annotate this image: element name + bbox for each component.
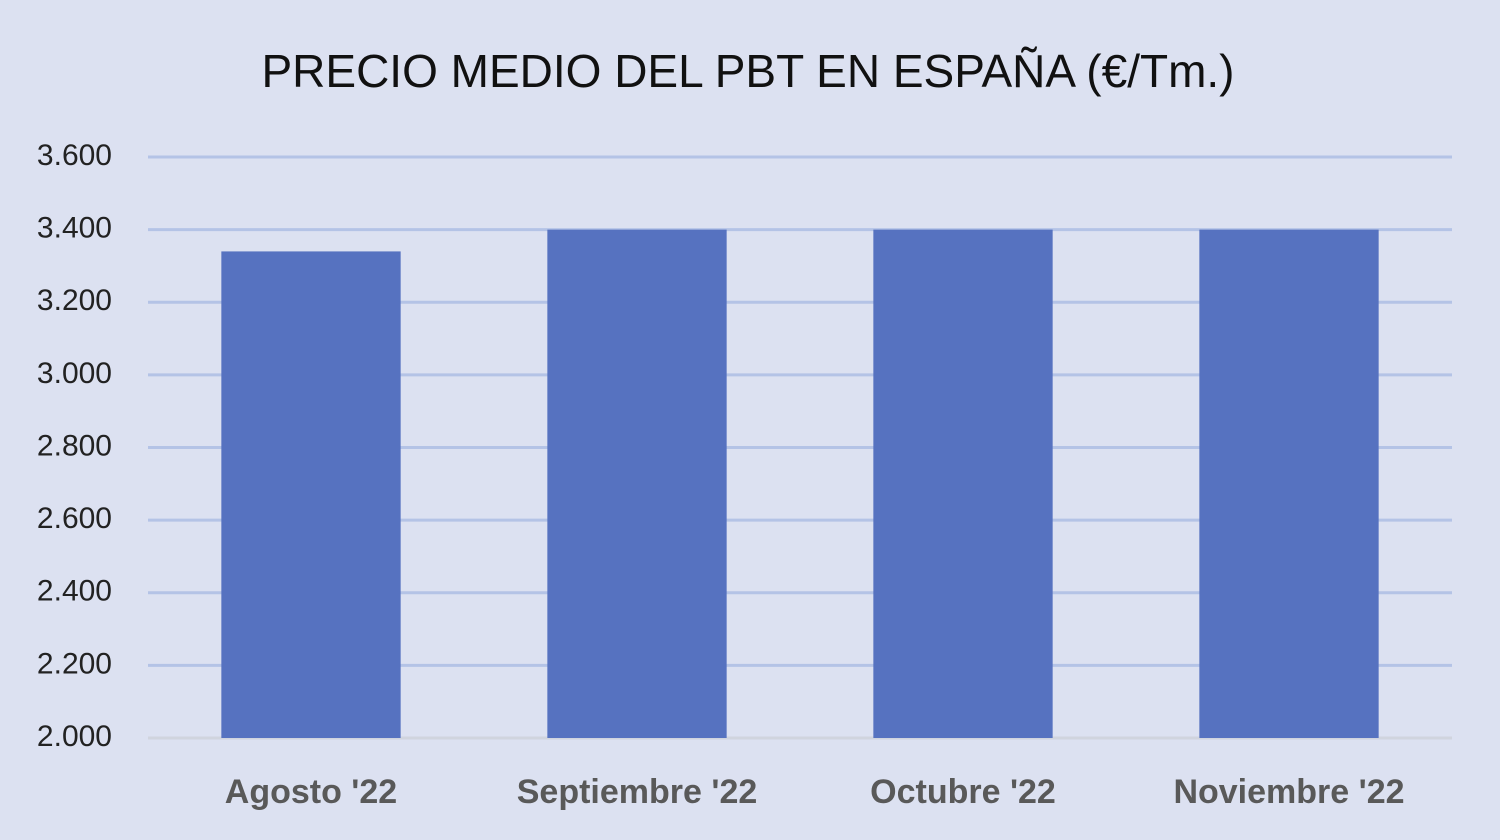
y-tick-label: 3.000 [37, 357, 112, 390]
y-tick-label: 2.600 [37, 502, 112, 535]
y-tick-label: 2.800 [37, 429, 112, 462]
y-tick-label: 2.000 [37, 720, 112, 753]
bar [547, 229, 727, 738]
y-tick-label: 2.200 [37, 647, 112, 680]
bar [873, 229, 1053, 738]
x-tick-label: Octubre '22 [870, 773, 1056, 811]
chart-title: PRECIO MEDIO DEL PBT EN ESPAÑA (€/Tm.) [261, 45, 1234, 97]
x-tick-label: Agosto '22 [225, 773, 397, 811]
y-tick-label: 3.200 [37, 284, 112, 317]
y-tick-label: 3.600 [37, 139, 112, 172]
y-tick-label: 2.400 [37, 575, 112, 608]
x-tick-label: Noviembre '22 [1173, 773, 1404, 811]
bar [221, 251, 401, 738]
x-tick-label: Septiembre '22 [517, 773, 758, 811]
y-tick-label: 3.400 [37, 212, 112, 245]
bar [1199, 229, 1379, 738]
